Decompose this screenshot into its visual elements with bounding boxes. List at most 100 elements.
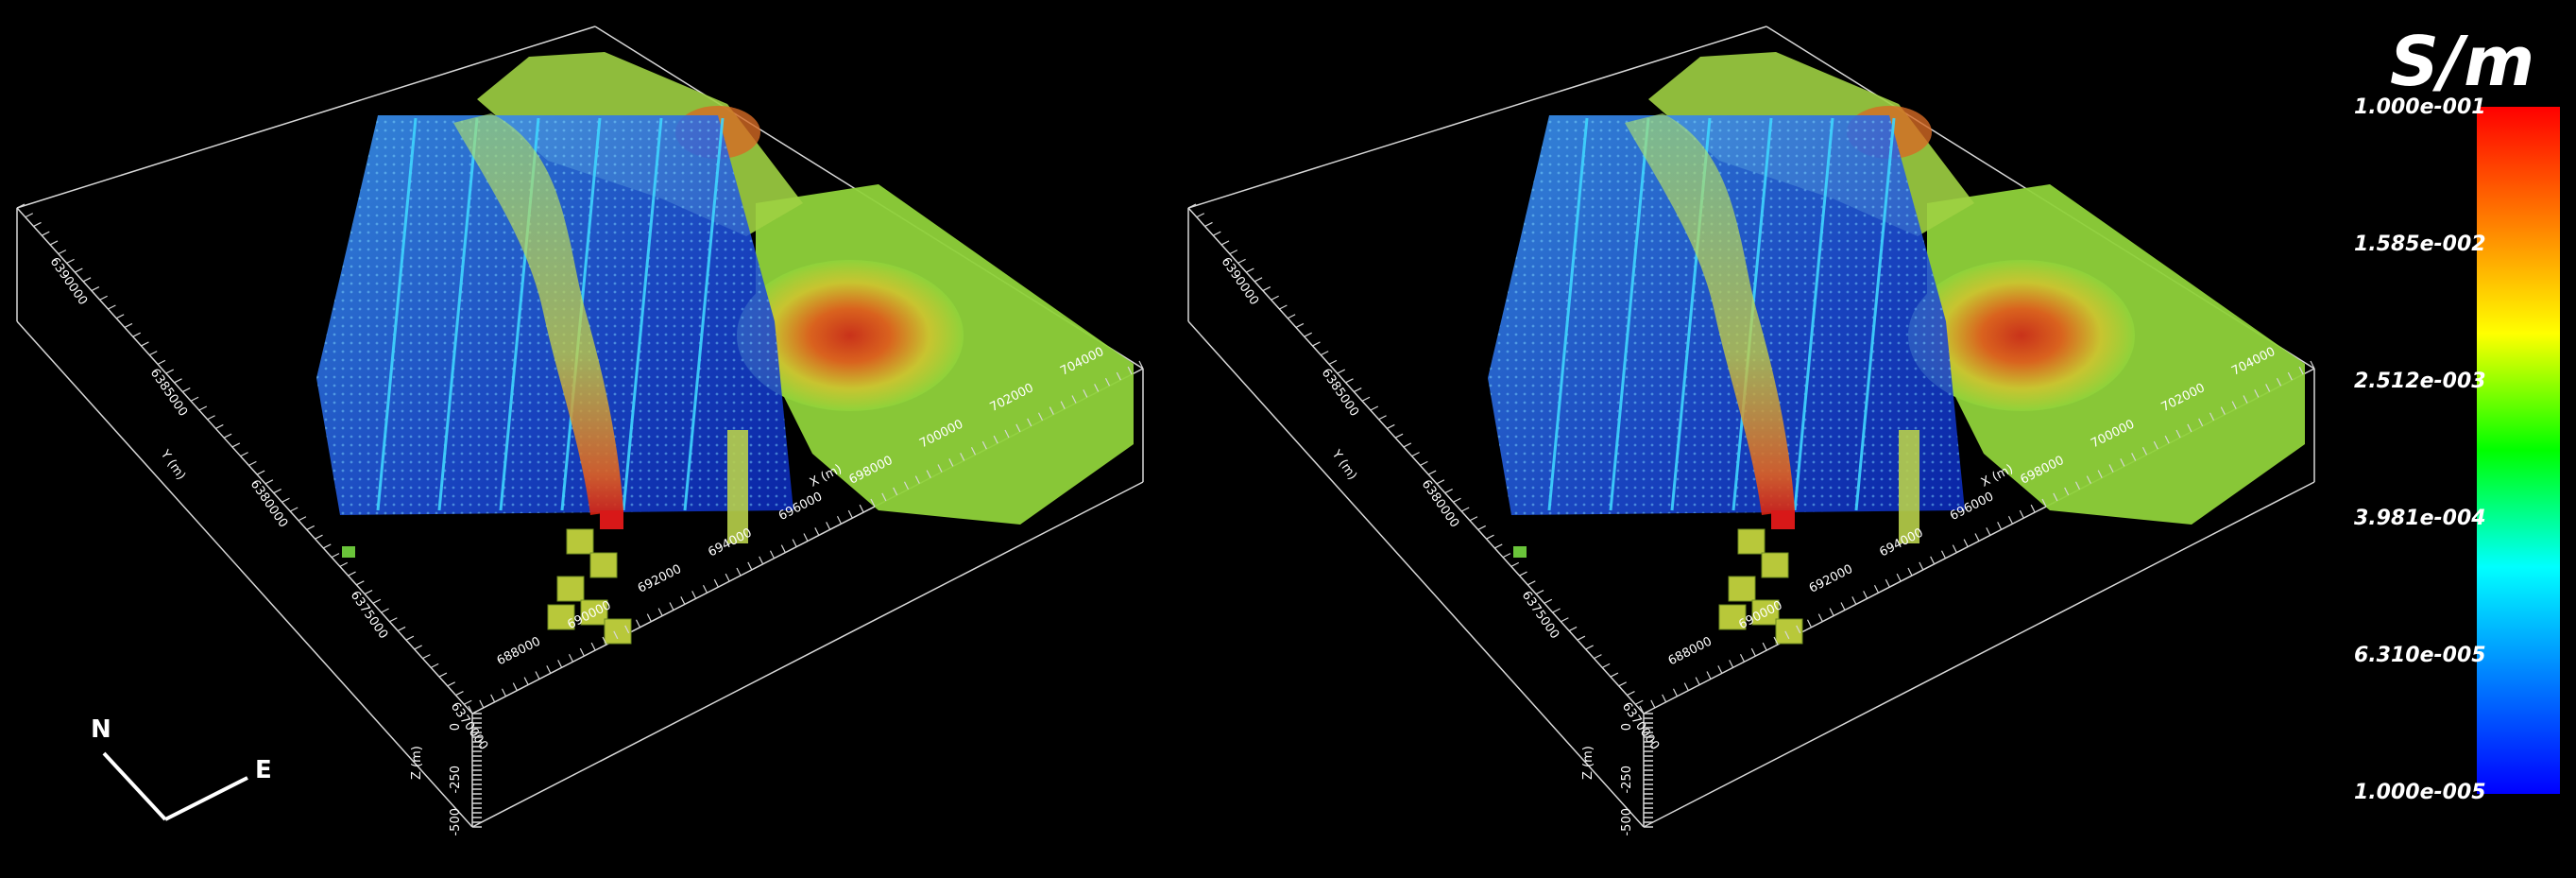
x-tick	[814, 527, 820, 536]
y-tick	[25, 213, 34, 218]
model-block	[1751, 599, 1780, 626]
colorbar-tick-label: 1.000e-001	[2354, 95, 2486, 119]
y-tick	[1304, 332, 1312, 337]
y-tick	[405, 635, 415, 641]
y-tick	[1394, 433, 1404, 439]
x-tick	[2164, 435, 2170, 444]
x-tick	[836, 515, 843, 525]
y-tick	[58, 250, 67, 255]
x-tick	[646, 613, 652, 622]
y-tick	[1519, 571, 1527, 577]
x-tick	[1773, 636, 1779, 646]
x-tick-label: 692000	[1807, 562, 1855, 596]
x-tick	[1739, 653, 1746, 663]
y-tick	[75, 267, 83, 273]
y-tick	[148, 351, 158, 356]
y-tick	[1378, 415, 1387, 421]
x-tick	[1986, 527, 1991, 536]
y-tick	[1387, 423, 1395, 429]
z-tick-label: -250	[449, 766, 463, 794]
y-tick	[1535, 590, 1544, 595]
x-tick	[1952, 544, 1957, 553]
model-block	[1761, 552, 1789, 578]
y-axis-title: Y (m)	[1328, 447, 1359, 483]
y-tick	[348, 571, 356, 577]
y-tick	[49, 240, 59, 246]
y-tick	[1187, 203, 1197, 209]
x-tick	[523, 677, 529, 685]
y-tick	[124, 322, 133, 328]
x-tick	[479, 699, 485, 709]
x-tick	[981, 440, 987, 450]
bounding-box-edge	[1643, 481, 2315, 828]
y-tick	[447, 681, 455, 687]
colorbar-tick-label: 1.000e-005	[2354, 781, 2486, 804]
y-tick	[1453, 497, 1461, 503]
isolated-block	[342, 546, 355, 558]
x-tick	[1004, 429, 1010, 439]
y-tick	[281, 497, 290, 503]
y-tick	[1469, 516, 1478, 522]
y-tick	[248, 460, 257, 466]
x-tick	[1683, 682, 1689, 691]
x-tick	[1963, 539, 1969, 547]
model-block	[1718, 604, 1747, 630]
x-tick	[1037, 412, 1044, 422]
x-tick	[490, 694, 496, 703]
model-block	[589, 552, 618, 578]
model-block	[1728, 576, 1756, 602]
x-tick	[780, 544, 786, 553]
x-tick	[1997, 522, 2003, 530]
y-tick	[381, 608, 389, 613]
x-tick-label: 688000	[1666, 634, 1714, 668]
compass-north-label: N	[91, 715, 111, 744]
x-tick	[1940, 550, 1947, 560]
x-tick	[2243, 395, 2248, 404]
x-tick	[1027, 418, 1032, 427]
model-block-high	[1771, 510, 1795, 529]
y-tick	[240, 452, 248, 457]
x-tick	[2175, 429, 2181, 439]
survey-line	[437, 117, 479, 511]
y-tick	[1594, 654, 1602, 660]
z-tick-label: 0	[1620, 723, 1634, 731]
x-tick	[759, 556, 764, 565]
x-tick	[624, 625, 630, 634]
y-tick	[108, 304, 116, 310]
y-tick	[1361, 396, 1371, 402]
y-tick	[1634, 699, 1644, 705]
x-tick	[2120, 458, 2125, 467]
x-tick	[1094, 384, 1100, 392]
x-tick	[893, 487, 898, 496]
y-tick	[1287, 314, 1296, 319]
model-block	[1737, 528, 1766, 555]
y-tick	[1320, 351, 1329, 356]
y-tick	[1601, 663, 1611, 668]
x-tick	[713, 578, 719, 588]
x-tick	[2276, 377, 2282, 387]
x-tick	[2131, 453, 2137, 461]
y-tick	[1610, 672, 1619, 678]
bounding-box-edge	[1187, 26, 1767, 209]
x-tick	[1829, 608, 1834, 616]
y-tick	[223, 433, 232, 439]
x-tick	[702, 584, 708, 594]
y-tick	[33, 221, 42, 227]
y-tick	[190, 396, 199, 402]
x-tick	[1639, 705, 1645, 714]
x-tick	[1695, 677, 1700, 685]
model-block-high	[600, 510, 623, 529]
y-tick	[132, 332, 141, 337]
x-tick	[680, 596, 686, 605]
x-tick	[1015, 423, 1021, 433]
x-tick	[2019, 509, 2024, 519]
x-tick	[546, 665, 552, 674]
x-tick	[826, 522, 831, 530]
x-tick	[948, 458, 954, 467]
y-tick	[1477, 525, 1486, 530]
y-tick	[1345, 378, 1354, 384]
y-tick	[42, 231, 50, 236]
survey-line	[683, 117, 725, 511]
colorbar-labels: 1.000e-001 1.585e-002 2.512e-003 3.981e-004…	[2354, 95, 2486, 804]
